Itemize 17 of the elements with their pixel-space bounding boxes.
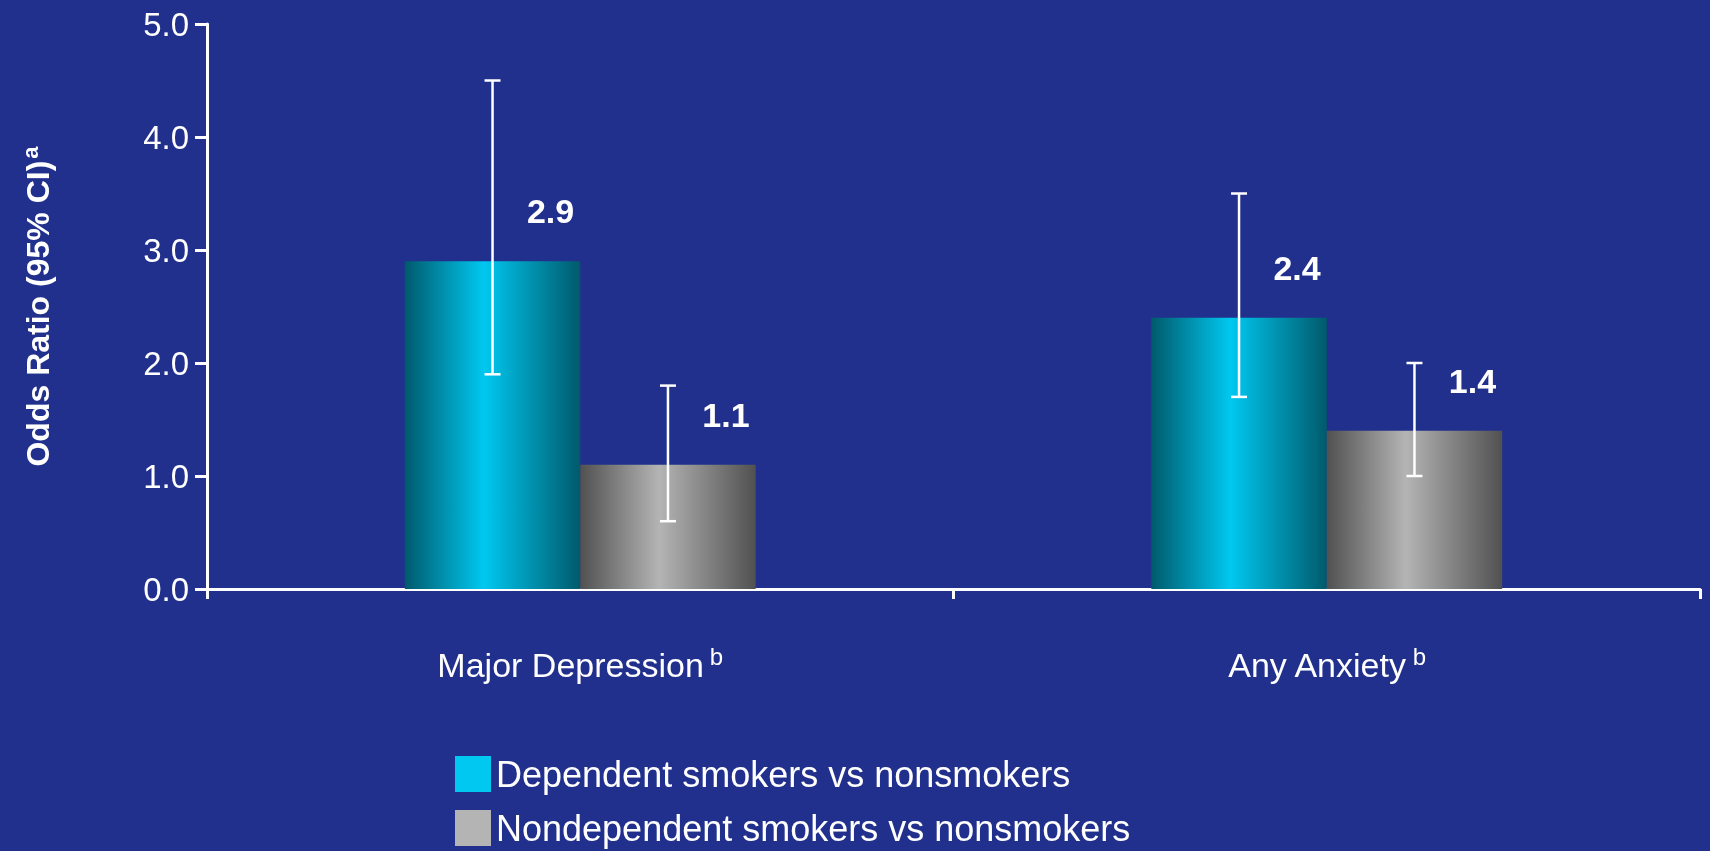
bar bbox=[1326, 430, 1503, 589]
legend-label: Nondependent smokers vs nonsmokers bbox=[496, 807, 1131, 849]
y-tick-label: 2.0 bbox=[143, 344, 189, 382]
y-axis-title: Odds Ratio (95% CI)a bbox=[17, 145, 56, 467]
bar bbox=[404, 261, 581, 589]
data-label: 1.1 bbox=[702, 395, 750, 434]
data-label: 2.9 bbox=[526, 192, 575, 231]
y-tick-label: 5.0 bbox=[143, 5, 189, 43]
y-tick-label: 0.0 bbox=[143, 570, 189, 608]
y-tick-label: 4.0 bbox=[143, 118, 189, 156]
y-tick-label: 3.0 bbox=[143, 231, 189, 269]
y-tick-label: 1.0 bbox=[143, 457, 189, 495]
bar bbox=[580, 464, 756, 589]
bar bbox=[1151, 317, 1327, 589]
data-label: 1.4 bbox=[1448, 361, 1497, 400]
legend-label: Dependent smokers vs nonsmokers bbox=[496, 753, 1071, 795]
data-label: 2.4 bbox=[1273, 248, 1321, 287]
